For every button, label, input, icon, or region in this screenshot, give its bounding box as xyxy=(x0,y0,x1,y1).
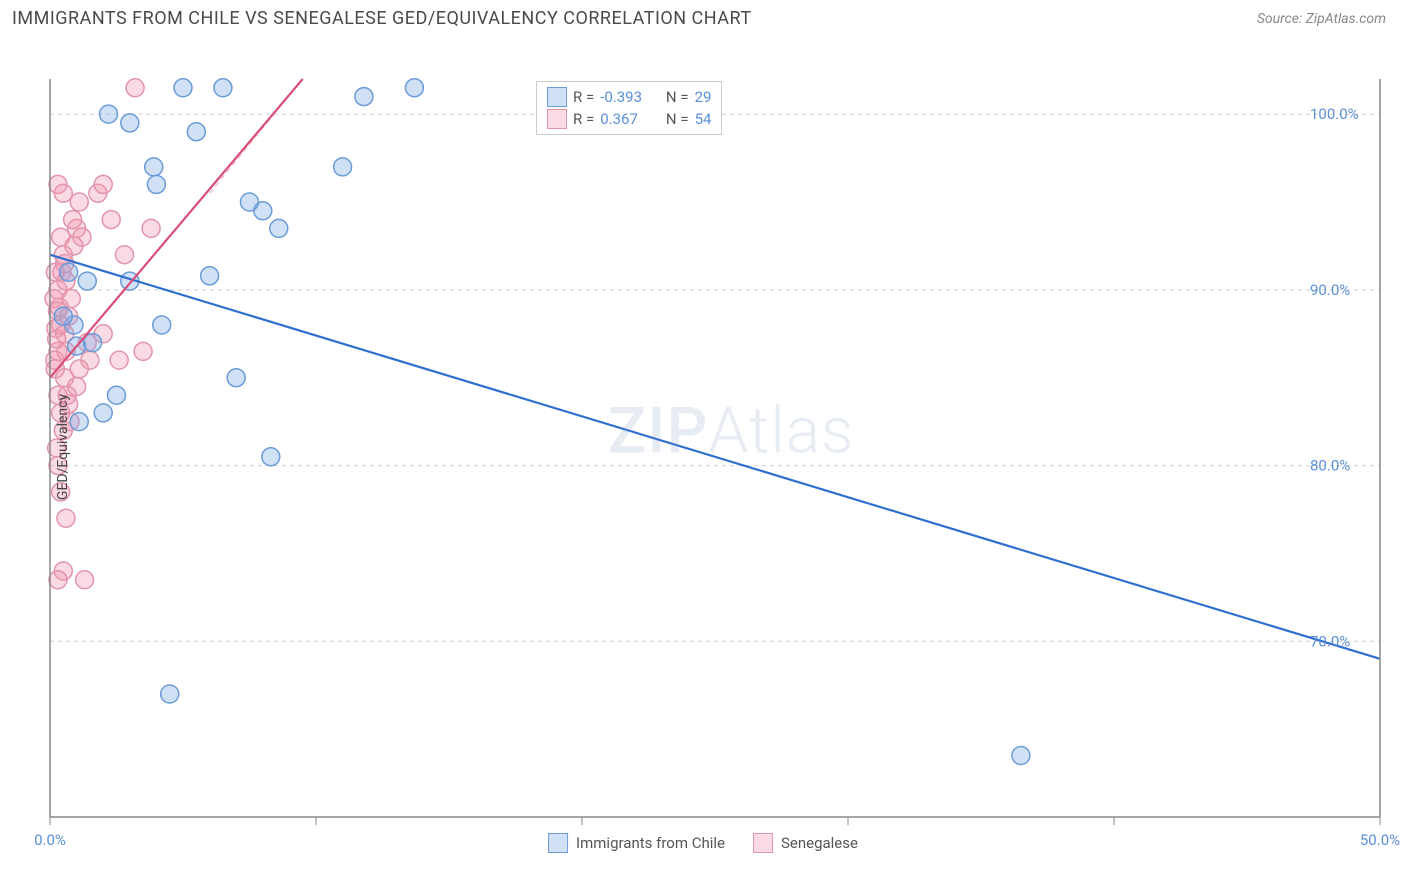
scatter-chart: 0.0% 50.0% 70.0% 80.0% 90.0% 100.0% xyxy=(0,37,1406,857)
legend-label-senegalese: Senegalese xyxy=(781,834,858,852)
legend-swatch-chile xyxy=(548,833,568,853)
legend-item-chile: Immigrants from Chile xyxy=(548,833,725,853)
legend-label-chile: Immigrants from Chile xyxy=(576,834,725,852)
legend-item-senegalese: Senegalese xyxy=(753,833,858,853)
svg-text:50.0%: 50.0% xyxy=(1360,831,1400,849)
chart-source: Source: ZipAtlas.com xyxy=(1257,11,1386,27)
chart-header: IMMIGRANTS FROM CHILE VS SENEGALESE GED/… xyxy=(0,0,1406,37)
y-axis-label: GED/Equivalency xyxy=(55,394,71,500)
svg-text:70.0%: 70.0% xyxy=(1310,632,1350,650)
stats-legend: R = -0.393 N = 29 R = 0.367 N = 54 xyxy=(536,81,722,135)
svg-text:80.0%: 80.0% xyxy=(1310,457,1350,475)
svg-text:0.0%: 0.0% xyxy=(34,831,66,849)
chart-title: IMMIGRANTS FROM CHILE VS SENEGALESE GED/… xyxy=(12,8,752,29)
svg-text:90.0%: 90.0% xyxy=(1310,281,1350,299)
chart-container: GED/Equivalency 0.0% 50.0% 70.0% 80.0% 90.0%… xyxy=(0,37,1406,857)
series-legend: Immigrants from Chile Senegalese xyxy=(548,833,858,853)
legend-swatch-senegalese xyxy=(753,833,773,853)
svg-text:100.0%: 100.0% xyxy=(1310,105,1359,123)
